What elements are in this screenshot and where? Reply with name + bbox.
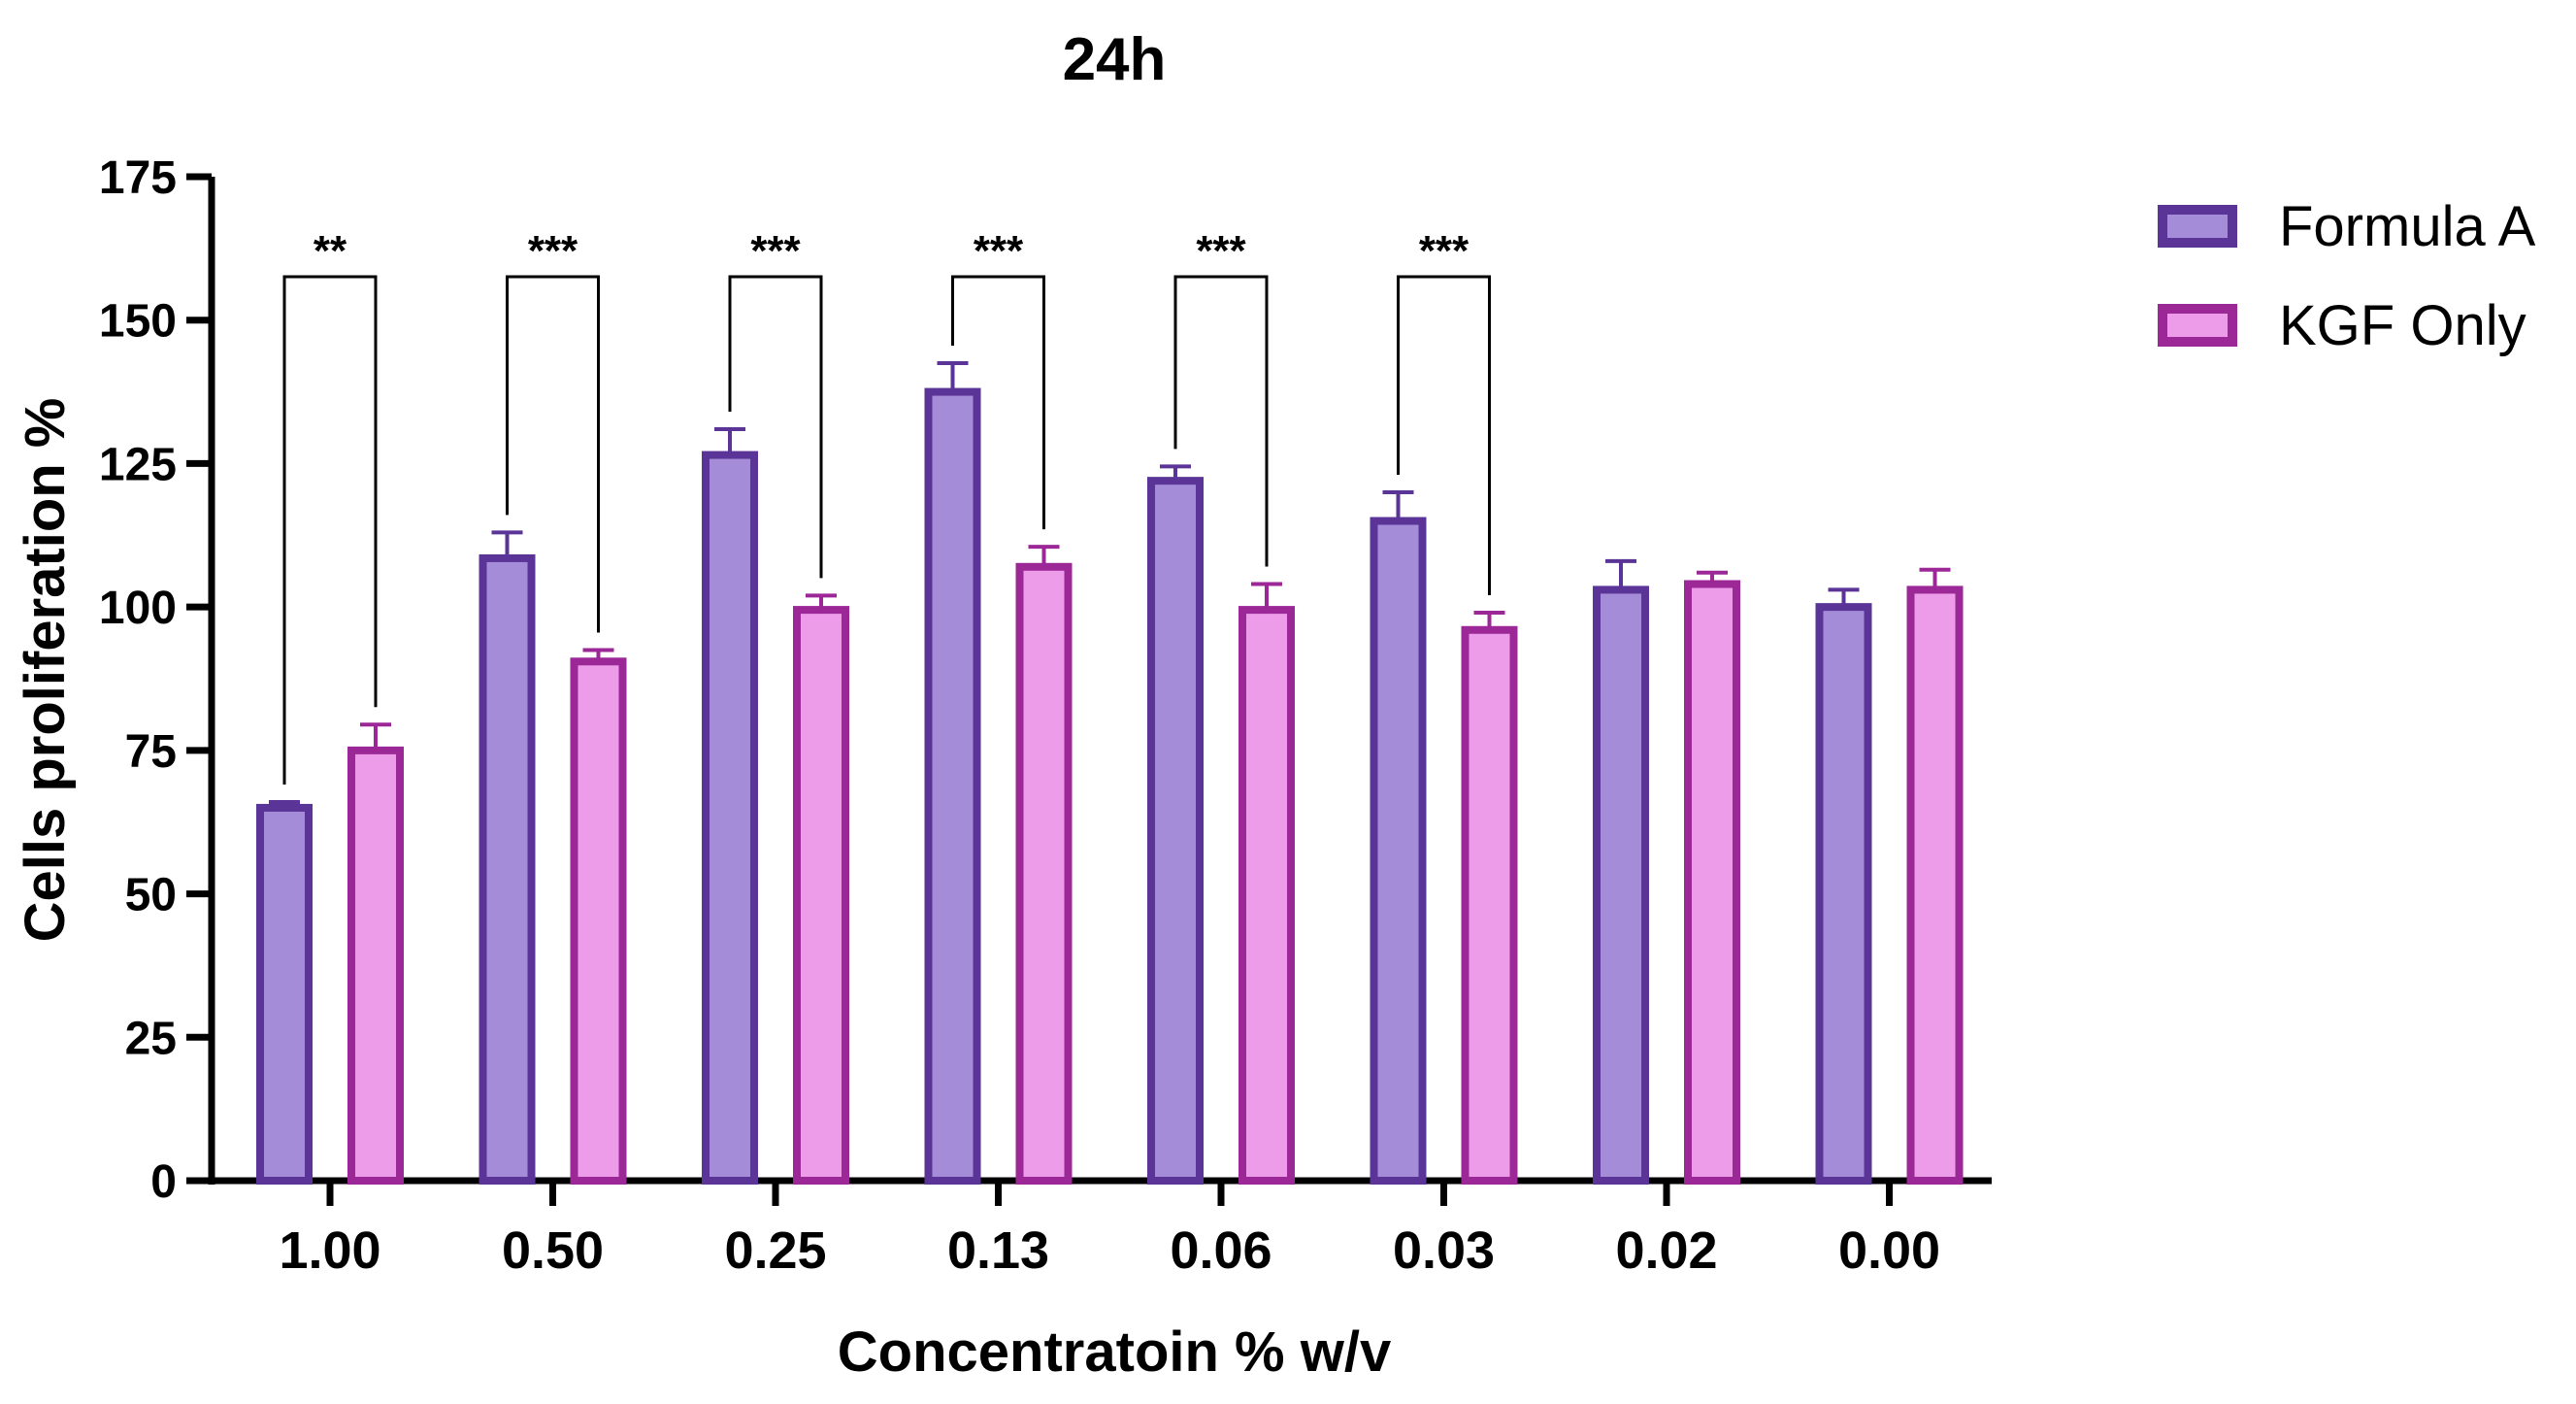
legend-swatch-kgf-only [2158,304,2237,347]
y-tick-label: 75 [125,726,177,778]
bar-kgf-only [1684,580,1740,1185]
x-axis-label: Concentratoin % w/v [838,1320,1391,1384]
significance-bracket [1173,275,1269,567]
y-tick-label: 0 [150,1156,177,1208]
bar-formula-a [702,451,758,1185]
y-tick-label: 175 [99,152,177,204]
legend: Formula A KGF Only [2158,195,2536,357]
x-tick-label: 0.02 [1615,1221,1717,1280]
bar-kgf-only [1461,625,1518,1185]
bar-formula-a [1593,585,1649,1185]
y-axis-label: Cells proliferation % [14,398,77,943]
x-tick-label: 0.03 [1393,1221,1495,1280]
legend-label-kgf-only: KGF Only [2279,294,2526,357]
significance-bracket [1397,275,1491,596]
bar-kgf-only [1906,585,1964,1185]
significance-label: *** [750,227,801,275]
significance-bracket [728,275,823,579]
x-tick-label: 0.25 [724,1221,826,1280]
x-tick-label: 1.00 [279,1221,380,1280]
y-tick-label: 125 [99,439,177,490]
chart-title: 24h [1063,26,1167,93]
bar-kgf-only [1015,562,1073,1185]
significance-label: ** [314,227,347,275]
bar-kgf-only [347,746,404,1185]
significance-bracket [506,275,600,633]
bar-kgf-only [793,606,849,1185]
significance-bracket [282,275,378,786]
bar-formula-a [256,803,313,1185]
significance-label: *** [1196,227,1246,275]
bar-kgf-only [1238,606,1295,1185]
significance-bracket [951,275,1045,530]
y-tick-label: 100 [99,583,177,634]
bar-kgf-only [570,657,627,1185]
x-tick-label: 0.06 [1170,1221,1271,1280]
x-tick-label: 0.13 [947,1221,1049,1280]
significance-label: *** [974,227,1024,275]
bar-formula-a [924,387,981,1186]
significance-label: *** [528,227,578,275]
y-tick-label: 25 [125,1013,177,1064]
bar-formula-a [1147,477,1204,1185]
x-tick-label: 0.00 [1838,1221,1940,1280]
bar-formula-a [479,553,536,1185]
bar-formula-a [1370,517,1427,1185]
y-tick-label: 50 [125,870,177,921]
legend-label-formula-a: Formula A [2279,195,2536,258]
x-tick-label: 0.50 [502,1221,604,1280]
y-tick-label: 150 [99,296,177,348]
legend-swatch-formula-a [2158,205,2237,248]
bar-formula-a [1815,603,1872,1185]
significance-label: *** [1419,227,1470,275]
